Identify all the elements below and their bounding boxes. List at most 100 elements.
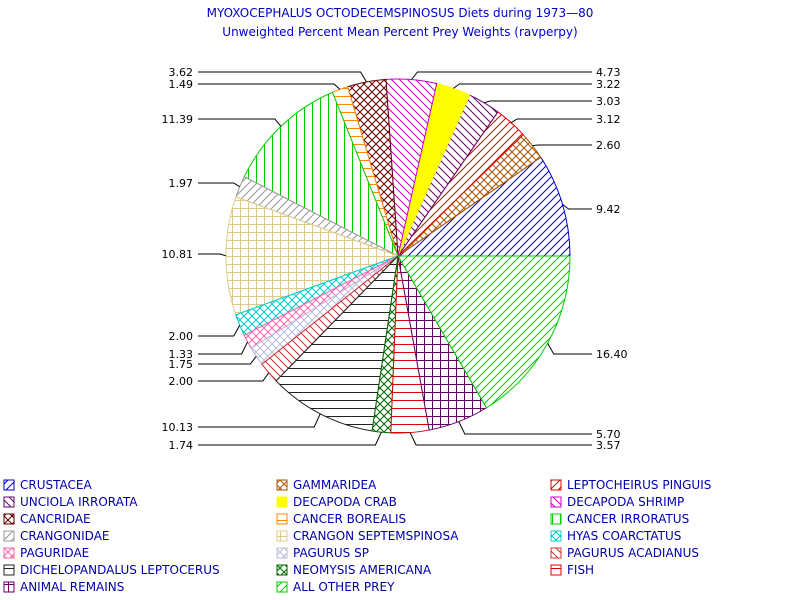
legend-swatch-leptocheirus-pinguis [550, 479, 562, 491]
legend-swatch-hyas-coarctatus [550, 530, 562, 542]
legend-label-dichelopandalus-leptocerus: DICHELOPANDALUS LEPTOCERUS [20, 563, 220, 577]
leader-line-paguridae [198, 341, 249, 355]
legend-swatch-paguridae [3, 547, 15, 559]
pie-slice-all-other-prey [397, 255, 571, 409]
pie-slice-crangon-septemspinosa [225, 196, 400, 316]
legend-swatch-cancridae [3, 513, 15, 525]
legend-item-fish: FISH [550, 563, 594, 577]
legend-swatch-animal-remains [3, 581, 15, 593]
legend-label-decapoda-shrimp: DECAPODA SHRIMP [567, 495, 684, 509]
legend-label-gammaridea: GAMMARIDEA [293, 478, 377, 492]
leader-line-neomysis-americana [198, 431, 382, 446]
legend-item-pagurus-sp: PAGURUS SP [276, 546, 369, 560]
legend-swatch-dichelopandalus-leptocerus [3, 564, 15, 576]
legend-label-cancer-borealis: CANCER BOREALIS [293, 512, 406, 526]
leader-line-hyas-coarctatus [198, 324, 241, 337]
legend-label-crustacea: CRUSTACEA [20, 478, 92, 492]
leader-line-cancer-irroratus [198, 118, 282, 127]
slice-label-hyas-coarctatus: 2.00 [169, 330, 194, 343]
legend-label-animal-remains: ANIMAL REMAINS [20, 580, 124, 594]
leader-line-decapoda-shrimp [411, 71, 592, 80]
legend-label-neomysis-americana: NEOMYSIS AMERICANA [293, 563, 432, 577]
legend-swatch-cancer-irroratus [550, 513, 562, 525]
legend-item-crangon-septemspinosa: CRANGON SEPTEMSPINOSA [276, 529, 459, 543]
legend-label-crangonidae: CRANGONIDAE [20, 529, 110, 543]
legend-label-pagurus-sp: PAGURUS SP [293, 546, 369, 560]
legend-item-crangonidae: CRANGONIDAE [3, 529, 110, 543]
legend-label-fish: FISH [567, 563, 594, 577]
legend-item-gammaridea: GAMMARIDEA [276, 478, 377, 492]
legend-item-pagurus-acadianus: PAGURUS ACADIANUS [550, 546, 699, 560]
leader-line-crangon-septemspinosa [198, 253, 227, 257]
legend-swatch-crangon-septemspinosa [276, 530, 288, 542]
legend-item-paguridae: PAGURIDAE [3, 546, 89, 560]
slice-label-cancer-borealis: 1.49 [169, 78, 194, 91]
slice-label-cancer-irroratus: 11.39 [162, 113, 194, 126]
slice-label-fish: 3.57 [596, 439, 621, 452]
legend-item-unciola-irrorata: UNCIOLA IRRORATA [3, 495, 138, 509]
legend-item-decapoda-crab: DECAPODA CRAB [276, 495, 397, 509]
leader-line-pagurus-acadianus [198, 372, 270, 382]
legend-item-cancer-borealis: CANCER BOREALIS [276, 512, 406, 526]
slice-label-crangonidae: 1.97 [169, 177, 194, 190]
legend-item-all-other-prey: ALL OTHER PREY [276, 580, 395, 594]
legend-item-cancridae: CANCRIDAE [3, 512, 91, 526]
legend-item-crustacea: CRUSTACEA [3, 478, 92, 492]
legend-swatch-crangonidae [3, 530, 15, 542]
legend-item-neomysis-americana: NEOMYSIS AMERICANA [276, 563, 432, 577]
slice-label-animal-remains: 5.70 [596, 428, 621, 441]
legend-swatch-crustacea [3, 479, 15, 491]
leader-line-crangonidae [198, 182, 240, 188]
legend-label-hyas-coarctatus: HYAS COARCTATUS [567, 529, 681, 543]
slice-label-pagurus-sp: 1.75 [169, 358, 194, 371]
leader-line-dichelopandalus-leptocerus [198, 413, 321, 428]
legend-label-decapoda-crab: DECAPODA CRAB [293, 495, 397, 509]
legend-swatch-cancer-borealis [276, 513, 288, 525]
pie-slice-dichelopandalus-leptocerus [275, 254, 399, 432]
legend: CRUSTACEA GAMMARIDEA LEPTOCHEIRUS PINGUIS U… [3, 478, 711, 594]
legend-swatch-all-other-prey [276, 581, 288, 593]
legend-label-crangon-septemspinosa: CRANGON SEPTEMSPINOSA [293, 529, 459, 543]
slice-label-pagurus-acadianus: 2.00 [169, 375, 194, 388]
slice-label-crangon-septemspinosa: 10.81 [162, 248, 194, 261]
pie-slices [225, 78, 571, 434]
leader-line-crustacea [562, 204, 592, 210]
slice-label-gammaridea: 2.60 [596, 139, 621, 152]
legend-swatch-neomysis-americana [276, 564, 288, 576]
slice-label-all-other-prey: 16.40 [596, 348, 628, 361]
leader-line-pagurus-sp [198, 355, 257, 365]
legend-label-leptocheirus-pinguis: LEPTOCHEIRUS PINGUIS [567, 478, 711, 492]
legend-label-paguridae: PAGURIDAE [20, 546, 89, 560]
slice-label-neomysis-americana: 1.74 [169, 439, 194, 452]
leader-line-decapoda-crab [453, 83, 592, 89]
legend-item-hyas-coarctatus: HYAS COARCTATUS [550, 529, 681, 543]
legend-label-unciola-irrorata: UNCIOLA IRRORATA [20, 495, 138, 509]
chart-title: MYOXOCEPHALUS OCTODECEMSPINOSUS Diets du… [207, 6, 594, 20]
legend-swatch-fish [550, 564, 562, 576]
pie-slice-cancer-irroratus [243, 91, 399, 258]
slice-label-decapoda-shrimp: 4.73 [596, 66, 621, 79]
leader-line-cancridae [198, 71, 368, 83]
chart-subtitle: Unweighted Percent Mean Percent Prey Wei… [222, 25, 577, 39]
pie-labels: 9.42 2.60 3.12 3.03 3.224.73 3.621.49 11.39 1.9… [162, 66, 628, 452]
legend-label-cancridae: CANCRIDAE [20, 512, 91, 526]
legend-swatch-unciola-irrorata [3, 496, 15, 508]
leader-line-cancer-borealis [198, 83, 341, 90]
slice-label-crustacea: 9.42 [596, 203, 621, 216]
legend-swatch-decapoda-crab [276, 496, 288, 508]
slice-label-decapoda-crab: 3.22 [596, 78, 621, 91]
legend-item-dichelopandalus-leptocerus: DICHELOPANDALUS LEPTOCERUS [3, 563, 220, 577]
legend-item-animal-remains: ANIMAL REMAINS [3, 580, 124, 594]
slice-label-leptocheirus-pinguis: 3.12 [596, 113, 621, 126]
slice-label-dichelopandalus-leptocerus: 10.13 [162, 421, 194, 434]
slice-label-unciola-irrorata: 3.03 [596, 95, 621, 108]
legend-label-pagurus-acadianus: PAGURUS ACADIANUS [567, 546, 699, 560]
legend-label-cancer-irroratus: CANCER IRRORATUS [567, 512, 689, 526]
leader-line-all-other-prey [547, 342, 592, 355]
legend-swatch-gammaridea [276, 479, 288, 491]
legend-swatch-pagurus-acadianus [550, 547, 562, 559]
leader-line-gammaridea [532, 144, 592, 147]
leader-line-leptocheirus-pinguis [510, 118, 592, 124]
leader-line-fish [409, 432, 592, 446]
